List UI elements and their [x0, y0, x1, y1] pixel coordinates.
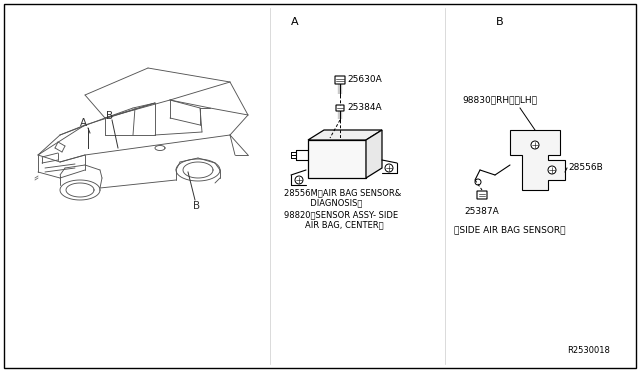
Text: 〈SIDE AIR BAG SENSOR〉: 〈SIDE AIR BAG SENSOR〉 — [454, 225, 566, 234]
Circle shape — [475, 179, 481, 185]
Circle shape — [295, 176, 303, 184]
Text: R2530018: R2530018 — [567, 346, 610, 355]
Text: AIR BAG, CENTER〉: AIR BAG, CENTER〉 — [284, 220, 383, 229]
Text: B: B — [496, 17, 504, 27]
Text: 25387A: 25387A — [465, 207, 499, 216]
Text: 25384A: 25384A — [347, 103, 381, 112]
Circle shape — [531, 141, 539, 149]
FancyBboxPatch shape — [336, 105, 344, 111]
Text: 98830〈RH〉〈LH〉: 98830〈RH〉〈LH〉 — [463, 96, 538, 105]
FancyBboxPatch shape — [477, 191, 487, 199]
Text: A: A — [79, 118, 86, 128]
Circle shape — [548, 166, 556, 174]
Bar — [308, 140, 366, 178]
FancyBboxPatch shape — [335, 76, 345, 84]
Text: 28556B: 28556B — [568, 164, 603, 173]
Circle shape — [385, 164, 393, 172]
Polygon shape — [308, 130, 382, 140]
Polygon shape — [366, 130, 382, 178]
Text: B: B — [106, 111, 113, 121]
Text: 28556M〈AIR BAG SENSOR&: 28556M〈AIR BAG SENSOR& — [284, 188, 401, 197]
Text: B: B — [193, 201, 200, 211]
Text: A: A — [291, 17, 299, 27]
Text: DIAGNOSIS〉: DIAGNOSIS〉 — [284, 198, 362, 207]
Polygon shape — [510, 130, 565, 190]
Text: 25630A: 25630A — [347, 76, 381, 84]
Text: 98820〈SENSOR ASSY- SIDE: 98820〈SENSOR ASSY- SIDE — [284, 210, 398, 219]
